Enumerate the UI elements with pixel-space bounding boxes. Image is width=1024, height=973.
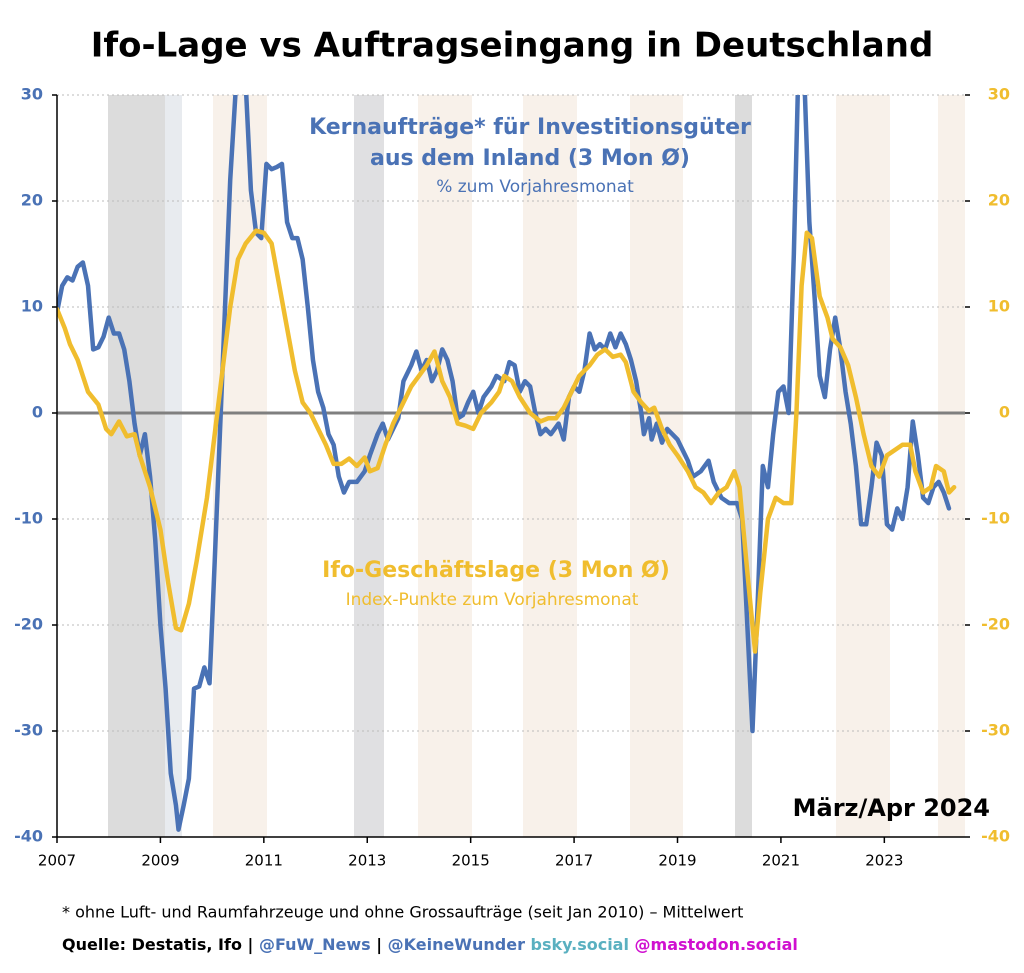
shade-band: [630, 95, 683, 837]
y2-tick-label: 0: [999, 403, 1010, 422]
x-tick-label: 2019: [658, 852, 696, 870]
annotation: aus dem Inland (3 Mon Ø): [370, 146, 690, 171]
y-tick-label: -10: [14, 509, 43, 528]
x-tick-label: 2017: [555, 852, 593, 870]
source-separator: |: [371, 935, 388, 955]
x-tick-label: 2021: [762, 852, 800, 870]
x-tick-label: 2007: [38, 852, 76, 870]
y-tick-label: 10: [21, 297, 43, 316]
series-line: [57, 228, 957, 654]
y2-tick-label: -20: [981, 615, 1010, 634]
lines: [57, 95, 957, 832]
y-tick-label: 0: [32, 403, 43, 422]
y2-tick-label: 30: [988, 85, 1010, 104]
y-tick-label: -30: [14, 721, 43, 740]
recession-band: [108, 95, 165, 837]
x-tick-label: 2011: [245, 852, 283, 870]
axes: -40 -30 -20 -10 0 10 20 30 -40 -30 -20 -10 0 10 20 30 20…: [14, 85, 1010, 870]
period-bands: [108, 95, 965, 837]
footnote: * ohne Luft- und Raumfahrzeuge und ohne …: [62, 903, 743, 922]
x-tick-label: 2015: [452, 852, 490, 870]
recession-band: [165, 95, 182, 837]
shade-band: [938, 95, 965, 837]
source-handle: bsky.social: [525, 935, 629, 954]
annotation: % zum Vorjahresmonat: [436, 177, 634, 197]
chart-title: Ifo-Lage vs Auftragseingang in Deutschla…: [91, 26, 934, 66]
y-tick-label: 20: [21, 191, 43, 210]
source-handle: @mastodon.social: [629, 935, 798, 954]
x-tick-label: 2013: [348, 852, 386, 870]
y2-tick-label: 20: [988, 191, 1010, 210]
y2-tick-label: -30: [981, 721, 1010, 740]
y-tick-label: -40: [14, 827, 43, 846]
y-tick-label: 30: [21, 85, 43, 104]
shade-band: [213, 95, 267, 837]
source: Quelle: Destatis, Ifo | @FuW_News | @Kei…: [62, 935, 798, 955]
annotation: Kernaufträge* für Investitionsgüter: [309, 115, 751, 140]
annotation: Index-Punkte zum Vorjahresmonat: [346, 590, 639, 610]
source-text: Quelle: Destatis, Ifo |: [62, 935, 259, 955]
shade-band: [523, 95, 577, 837]
x-tick-label: 2009: [141, 852, 179, 870]
date-label: März/Apr 2024: [793, 794, 990, 822]
y2-tick-label: -40: [981, 827, 1010, 846]
y2-tick-label: 10: [988, 297, 1010, 316]
annotation: Ifo-Geschäftslage (3 Mon Ø): [322, 558, 670, 583]
source-handle: @KeineWunder: [388, 935, 525, 954]
x-tick-label: 2023: [865, 852, 903, 870]
recession-band: [735, 95, 752, 837]
y-tick-label: -20: [14, 615, 43, 634]
shade-band: [418, 95, 472, 837]
source-handle: @FuW_News: [259, 935, 371, 954]
y2-tick-label: -10: [981, 509, 1010, 528]
